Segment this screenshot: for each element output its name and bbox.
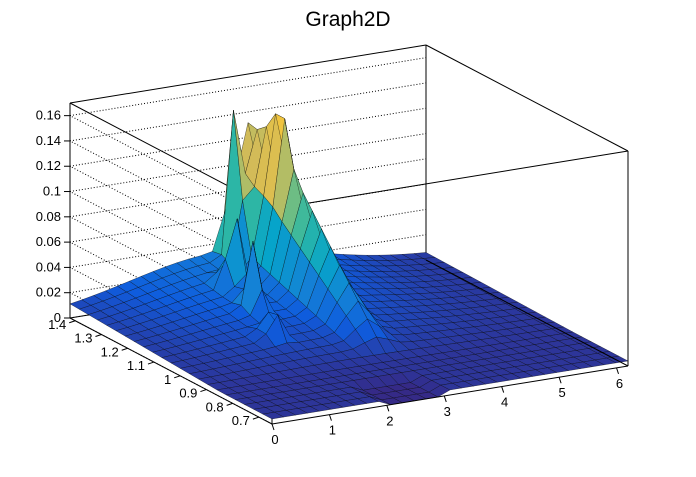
z-axis: 0 0.02 0.04 0.06 0.08 0.1 0.12 0.14 0.16	[36, 108, 70, 325]
gridline	[69, 115, 273, 223]
x-tick	[443, 395, 447, 403]
x-tick-label: 5	[558, 385, 565, 400]
x-axis: 0 1 2 3 4 5 6	[271, 367, 623, 447]
z-tick-label: 0.12	[36, 158, 61, 173]
gridline	[69, 82, 427, 142]
z-tick-label: 0	[54, 310, 61, 325]
x-tick-label: 2	[386, 413, 393, 428]
frame-edge	[69, 44, 427, 104]
x-tick	[558, 377, 562, 384]
x-tick-label: 3	[444, 404, 451, 419]
frame-edge	[69, 317, 273, 425]
surface-plot	[69, 110, 629, 420]
y-tick	[226, 402, 233, 406]
z-tick-label: 0.1	[43, 184, 61, 199]
x-tick	[271, 423, 275, 431]
x-tick-label: 1	[329, 423, 336, 438]
y-tick-label: 1.3	[74, 331, 92, 346]
z-tick-label: 0.16	[36, 108, 61, 123]
frame-edge	[271, 365, 629, 425]
y-tick	[121, 347, 128, 351]
gridline	[69, 140, 273, 248]
y-tick-label: 1.4	[48, 317, 66, 332]
x-tick-label: 0	[271, 432, 278, 447]
y-tick-label: 1.1	[127, 358, 145, 373]
z-tick-label: 0.06	[36, 234, 61, 249]
gridline	[69, 191, 273, 298]
y-tick	[69, 320, 76, 324]
y-tick	[200, 389, 207, 393]
gridline	[69, 57, 427, 117]
z-tick-label: 0.08	[36, 209, 61, 224]
x-tick	[616, 367, 619, 375]
chart-title: Graph2D	[305, 8, 390, 31]
z-tick-label: 0.14	[36, 133, 61, 148]
y-tick-label: 1	[164, 372, 171, 387]
x-tick	[386, 405, 390, 412]
y-tick	[147, 361, 155, 365]
frame-front	[69, 151, 629, 425]
y-tick	[95, 334, 102, 337]
z-tick-label: 0.04	[36, 259, 61, 274]
y-tick	[174, 375, 181, 379]
frame-edge	[425, 44, 629, 152]
y-axis: 0.7 0.8 0.9 1 1.1 1.2 1.3 1.4	[48, 317, 260, 428]
x-tick-label: 4	[501, 395, 508, 410]
y-tick	[252, 416, 260, 420]
x-tick	[328, 414, 332, 421]
y-tick-label: 0.9	[179, 386, 197, 401]
y-tick-label: 1.2	[101, 344, 119, 359]
z-tick-label: 0.02	[36, 285, 61, 300]
gridline	[69, 165, 273, 273]
frame-edge	[425, 259, 629, 367]
y-tick-label: 0.7	[232, 413, 250, 428]
x-tick-label: 6	[616, 376, 623, 391]
x-tick	[501, 386, 505, 393]
y-tick-label: 0.8	[206, 399, 224, 414]
